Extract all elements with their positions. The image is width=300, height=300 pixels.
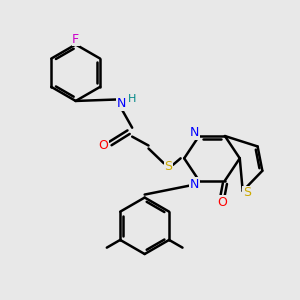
Text: F: F [72, 33, 79, 46]
Text: S: S [243, 186, 251, 199]
Text: O: O [218, 196, 227, 208]
Text: N: N [117, 98, 127, 110]
Text: N: N [190, 126, 199, 139]
Text: S: S [164, 160, 172, 173]
Text: N: N [190, 178, 199, 191]
Text: O: O [98, 139, 108, 152]
Text: H: H [128, 94, 136, 103]
